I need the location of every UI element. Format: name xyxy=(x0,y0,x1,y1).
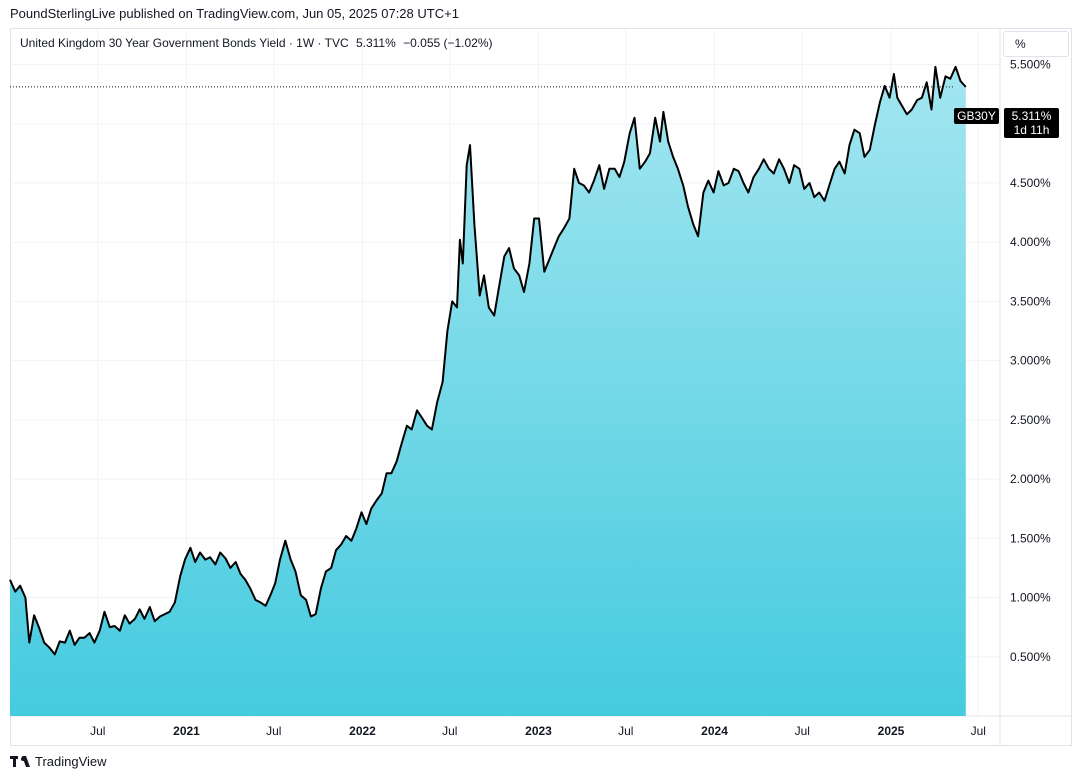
y-tick-label: 3.500% xyxy=(1010,294,1051,308)
y-tick-label: 3.000% xyxy=(1010,354,1051,368)
legend-title: United Kingdom 30 Year Government Bonds … xyxy=(20,36,349,50)
value-tag: 5.311% xyxy=(1012,109,1052,123)
tradingview-logo-icon xyxy=(10,755,31,768)
value-tag-bg xyxy=(1004,108,1059,138)
symbol-tag: GB30Y xyxy=(957,109,996,123)
x-tick-label: 2022 xyxy=(349,724,376,738)
countdown-tag: 1d 11h xyxy=(1014,123,1050,137)
x-tick-label: 2021 xyxy=(173,724,200,738)
x-tick-label: Jul xyxy=(442,724,457,738)
x-tick-label: Jul xyxy=(971,724,986,738)
series-line xyxy=(9,65,967,656)
y-tick-label: 5.500% xyxy=(1010,58,1051,72)
x-axis[interactable]: Jul 2021 Jul 2022 Jul 2023 Jul 2024 Jul 2025 Jul xyxy=(90,724,986,738)
x-tick-label: Jul xyxy=(618,724,633,738)
chart-frame xyxy=(10,28,1072,746)
y-tick-label: 1.500% xyxy=(1010,531,1051,545)
y-tick-label: 0.500% xyxy=(1010,650,1051,664)
y-tick-label: 2.000% xyxy=(1010,472,1051,486)
area-fill xyxy=(10,66,966,716)
symbol-tag-bg xyxy=(954,108,999,124)
legend-last-value: 5.311% xyxy=(355,36,396,50)
y-axis[interactable]: 0.500% 1.000% 1.500% 2.000% 2.500% 3.000% 3.50… xyxy=(1010,58,1051,664)
legend-change: −0.055 (−1.02%) xyxy=(403,36,493,50)
x-tick-label: 2023 xyxy=(525,724,552,738)
x-tick-label: 2025 xyxy=(878,724,905,738)
legend[interactable]: United Kingdom 30 Year Government Bonds … xyxy=(20,36,497,50)
x-tick-label: 2024 xyxy=(701,724,728,738)
y-tick-label: 4.000% xyxy=(1010,235,1051,249)
publisher-line: PoundSterlingLive published on TradingVi… xyxy=(10,6,459,21)
unit-selector-button[interactable]: % xyxy=(1003,31,1069,57)
y-tick-label: 2.500% xyxy=(1010,413,1051,427)
tradingview-logo[interactable]: TradingView xyxy=(10,754,107,769)
price-tags: GB30Y 5.311% 1d 11h xyxy=(954,108,1059,138)
x-tick-label: Jul xyxy=(90,724,105,738)
x-tick-label: Jul xyxy=(266,724,281,738)
y-tick-label: 1.000% xyxy=(1010,591,1051,605)
tradingview-brand: TradingView xyxy=(35,754,107,769)
x-tick-label: Jul xyxy=(795,724,810,738)
y-tick-label: 4.500% xyxy=(1010,176,1051,190)
